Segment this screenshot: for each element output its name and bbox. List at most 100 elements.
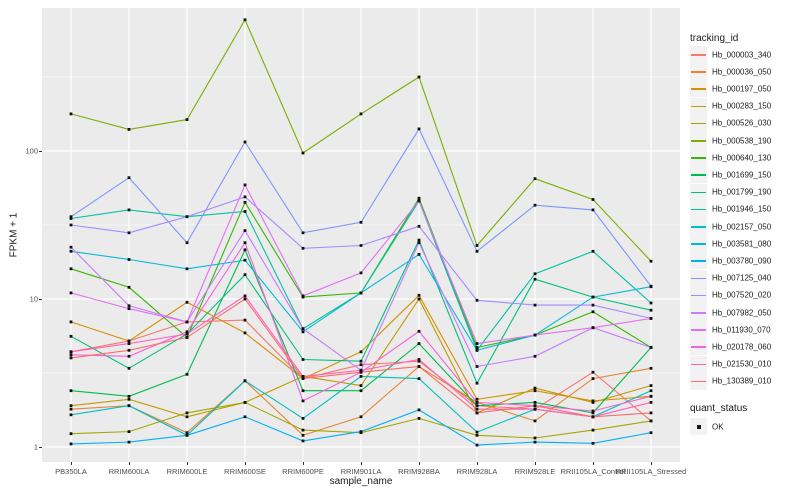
data-point bbox=[417, 359, 421, 363]
data-point bbox=[69, 413, 73, 417]
data-point bbox=[533, 354, 537, 358]
chart-canvas bbox=[42, 8, 680, 462]
legend-label: Hb_011930_070 bbox=[712, 325, 771, 335]
legend-key-line-icon bbox=[691, 88, 706, 90]
legend-key-line-icon bbox=[691, 363, 706, 366]
data-point bbox=[301, 428, 305, 432]
data-point bbox=[417, 342, 421, 345]
y-tick-label-10: 10 bbox=[29, 294, 38, 304]
data-point bbox=[301, 246, 305, 250]
data-point bbox=[591, 411, 595, 415]
data-point bbox=[533, 386, 537, 390]
data-point bbox=[185, 372, 189, 376]
legend-key-box bbox=[690, 321, 707, 339]
data-point bbox=[417, 377, 421, 380]
legend-label: Hb_007125_040 bbox=[712, 273, 772, 283]
data-point bbox=[591, 198, 595, 201]
x-tick-label-RRIM600PE: RRIM600PE bbox=[282, 467, 324, 476]
x-tick-label-RRIM600SE: RRIM600SE bbox=[224, 467, 266, 476]
data-point bbox=[69, 267, 73, 271]
x-tick-mark bbox=[71, 462, 72, 465]
data-point bbox=[649, 389, 653, 393]
legend-key-box bbox=[690, 252, 707, 270]
data-point bbox=[591, 303, 595, 307]
legend-label: Hb_007982_050 bbox=[712, 308, 772, 317]
y-tick-mark bbox=[39, 299, 42, 300]
data-point bbox=[69, 249, 73, 253]
x-tick-mark bbox=[651, 462, 652, 465]
data-point bbox=[533, 277, 537, 281]
data-point bbox=[69, 334, 73, 338]
data-point bbox=[127, 176, 131, 180]
data-point bbox=[417, 224, 421, 228]
data-point bbox=[475, 298, 479, 302]
data-point bbox=[359, 375, 363, 378]
legend-key-box bbox=[690, 418, 707, 435]
y-tick-label-100: 100 bbox=[25, 146, 38, 156]
data-point bbox=[301, 330, 305, 334]
legend-label: Hb_000036_050 bbox=[712, 67, 772, 77]
data-point bbox=[243, 200, 247, 204]
legend-key-line-icon bbox=[691, 243, 706, 245]
plot-panel bbox=[42, 8, 680, 462]
data-point bbox=[127, 342, 131, 345]
data-point bbox=[533, 401, 537, 404]
data-point bbox=[243, 318, 247, 322]
data-point bbox=[127, 354, 131, 358]
data-point bbox=[417, 199, 421, 203]
data-point bbox=[591, 441, 595, 445]
ok-point-icon bbox=[697, 425, 701, 429]
data-point bbox=[243, 140, 247, 144]
data-point bbox=[69, 442, 73, 446]
data-point bbox=[475, 346, 479, 349]
data-point bbox=[359, 244, 363, 247]
data-point bbox=[243, 241, 247, 245]
data-point bbox=[359, 350, 363, 354]
data-point bbox=[185, 320, 189, 324]
x-tick-label-PB350LA: PB350LA bbox=[55, 467, 87, 476]
data-point bbox=[533, 419, 537, 423]
data-point bbox=[417, 293, 421, 297]
x-tick-mark bbox=[129, 462, 130, 465]
legend-label: Hb_000538_190 bbox=[712, 136, 772, 145]
data-point bbox=[301, 358, 305, 361]
legend-quant-title: quant_status bbox=[690, 403, 748, 414]
data-point bbox=[417, 329, 421, 333]
x-tick-mark bbox=[245, 462, 246, 465]
legend-key-line-icon bbox=[691, 346, 706, 348]
data-point bbox=[533, 389, 537, 393]
data-point bbox=[243, 294, 247, 298]
data-point bbox=[243, 18, 247, 22]
data-point bbox=[243, 258, 247, 262]
data-point bbox=[69, 407, 73, 411]
data-point bbox=[417, 75, 421, 79]
data-point bbox=[649, 259, 653, 263]
data-point bbox=[533, 177, 537, 181]
data-point bbox=[359, 415, 363, 419]
data-point bbox=[301, 294, 305, 298]
legend-key-box bbox=[690, 372, 707, 390]
data-point bbox=[243, 195, 247, 199]
x-tick-mark bbox=[477, 462, 478, 465]
data-point bbox=[649, 366, 653, 370]
data-point bbox=[533, 436, 537, 440]
data-point bbox=[301, 375, 305, 378]
legend-key-line-icon bbox=[691, 122, 706, 125]
data-point bbox=[417, 408, 421, 412]
data-point bbox=[243, 210, 247, 213]
data-point bbox=[127, 348, 131, 352]
data-point bbox=[301, 231, 305, 235]
legend-label: Hb_000283_150 bbox=[712, 101, 772, 111]
data-point bbox=[533, 404, 537, 408]
data-point bbox=[649, 346, 653, 349]
data-point bbox=[243, 273, 247, 277]
data-point bbox=[649, 384, 653, 387]
data-point bbox=[69, 217, 73, 220]
y-axis-title: FPKM + 1 bbox=[8, 212, 20, 258]
legend-key-box bbox=[690, 166, 707, 184]
legend-key-box bbox=[690, 286, 707, 304]
legend-key-box bbox=[690, 304, 707, 321]
data-point bbox=[69, 432, 73, 436]
legend-tracking-title: tracking_id bbox=[690, 33, 739, 44]
data-point bbox=[127, 404, 131, 408]
